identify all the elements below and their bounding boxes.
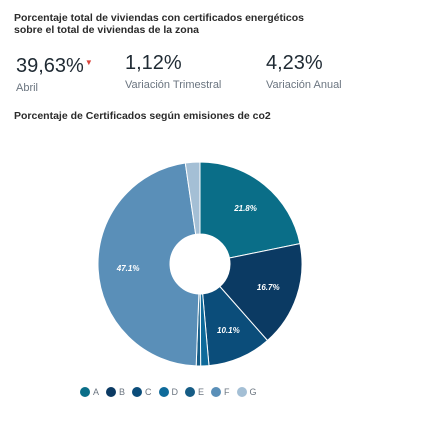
legend-item-C[interactable]: C <box>132 387 152 397</box>
kpi-current: 39,63%▼ Abril <box>16 52 93 94</box>
kpi-current-value: 39,63% <box>16 55 84 77</box>
data-label-C: 10.1% <box>217 326 240 335</box>
legend-swatch-E <box>185 387 196 397</box>
legend-label-E: E <box>198 387 205 397</box>
legend-swatch-C <box>132 387 143 397</box>
legend-swatch-A <box>80 387 90 397</box>
legend-label-C: C <box>145 387 152 397</box>
data-label-A: 21.8% <box>233 204 257 213</box>
kpi-current-label: Abril <box>16 82 39 94</box>
legend-swatch-F <box>211 387 222 397</box>
legend-swatch-G <box>236 387 247 397</box>
legend-label-B: B <box>119 387 126 397</box>
legend-item-F[interactable]: F <box>211 387 230 397</box>
kpi-title: Porcentaje total de viviendas con certif… <box>14 12 305 36</box>
chart-title: Porcentaje de Certificados según emision… <box>14 110 271 122</box>
chart-legend: A B C D E F G <box>80 384 257 400</box>
slice-G[interactable] <box>184 161 201 235</box>
legend-label-A: A <box>93 387 100 397</box>
data-label-B: 16.7% <box>257 283 280 292</box>
legend-item-E[interactable]: E <box>185 387 204 397</box>
legend-label-G: G <box>249 387 257 397</box>
legend-item-G[interactable]: G <box>236 387 257 397</box>
legend-label-D: D <box>171 387 179 397</box>
legend-swatch-D <box>158 387 169 397</box>
slice-F[interactable] <box>97 162 200 367</box>
kpi-annual-value: 4,23% <box>266 52 323 74</box>
legend-item-A[interactable]: A <box>80 387 99 397</box>
legend-item-B[interactable]: B <box>106 387 125 397</box>
trend-down-icon: ▼ <box>84 58 93 67</box>
kpi-annual: 4,23% Variación Anual <box>266 52 342 91</box>
kpi-quarterly-label: Variación Trimestral <box>125 79 222 91</box>
legend-label-F: F <box>224 387 230 397</box>
slice-B[interactable] <box>219 243 303 342</box>
legend-swatch-B <box>106 387 117 397</box>
data-label-F: 47.1% <box>116 264 140 273</box>
kpi-quarterly-value: 1,12% <box>125 52 182 74</box>
slice-A[interactable] <box>199 161 301 259</box>
kpi-quarterly: 1,12% Variación Trimestral <box>125 52 221 91</box>
kpi-annual-label: Variación Anual <box>266 79 342 91</box>
legend-item-D[interactable]: D <box>158 387 179 397</box>
